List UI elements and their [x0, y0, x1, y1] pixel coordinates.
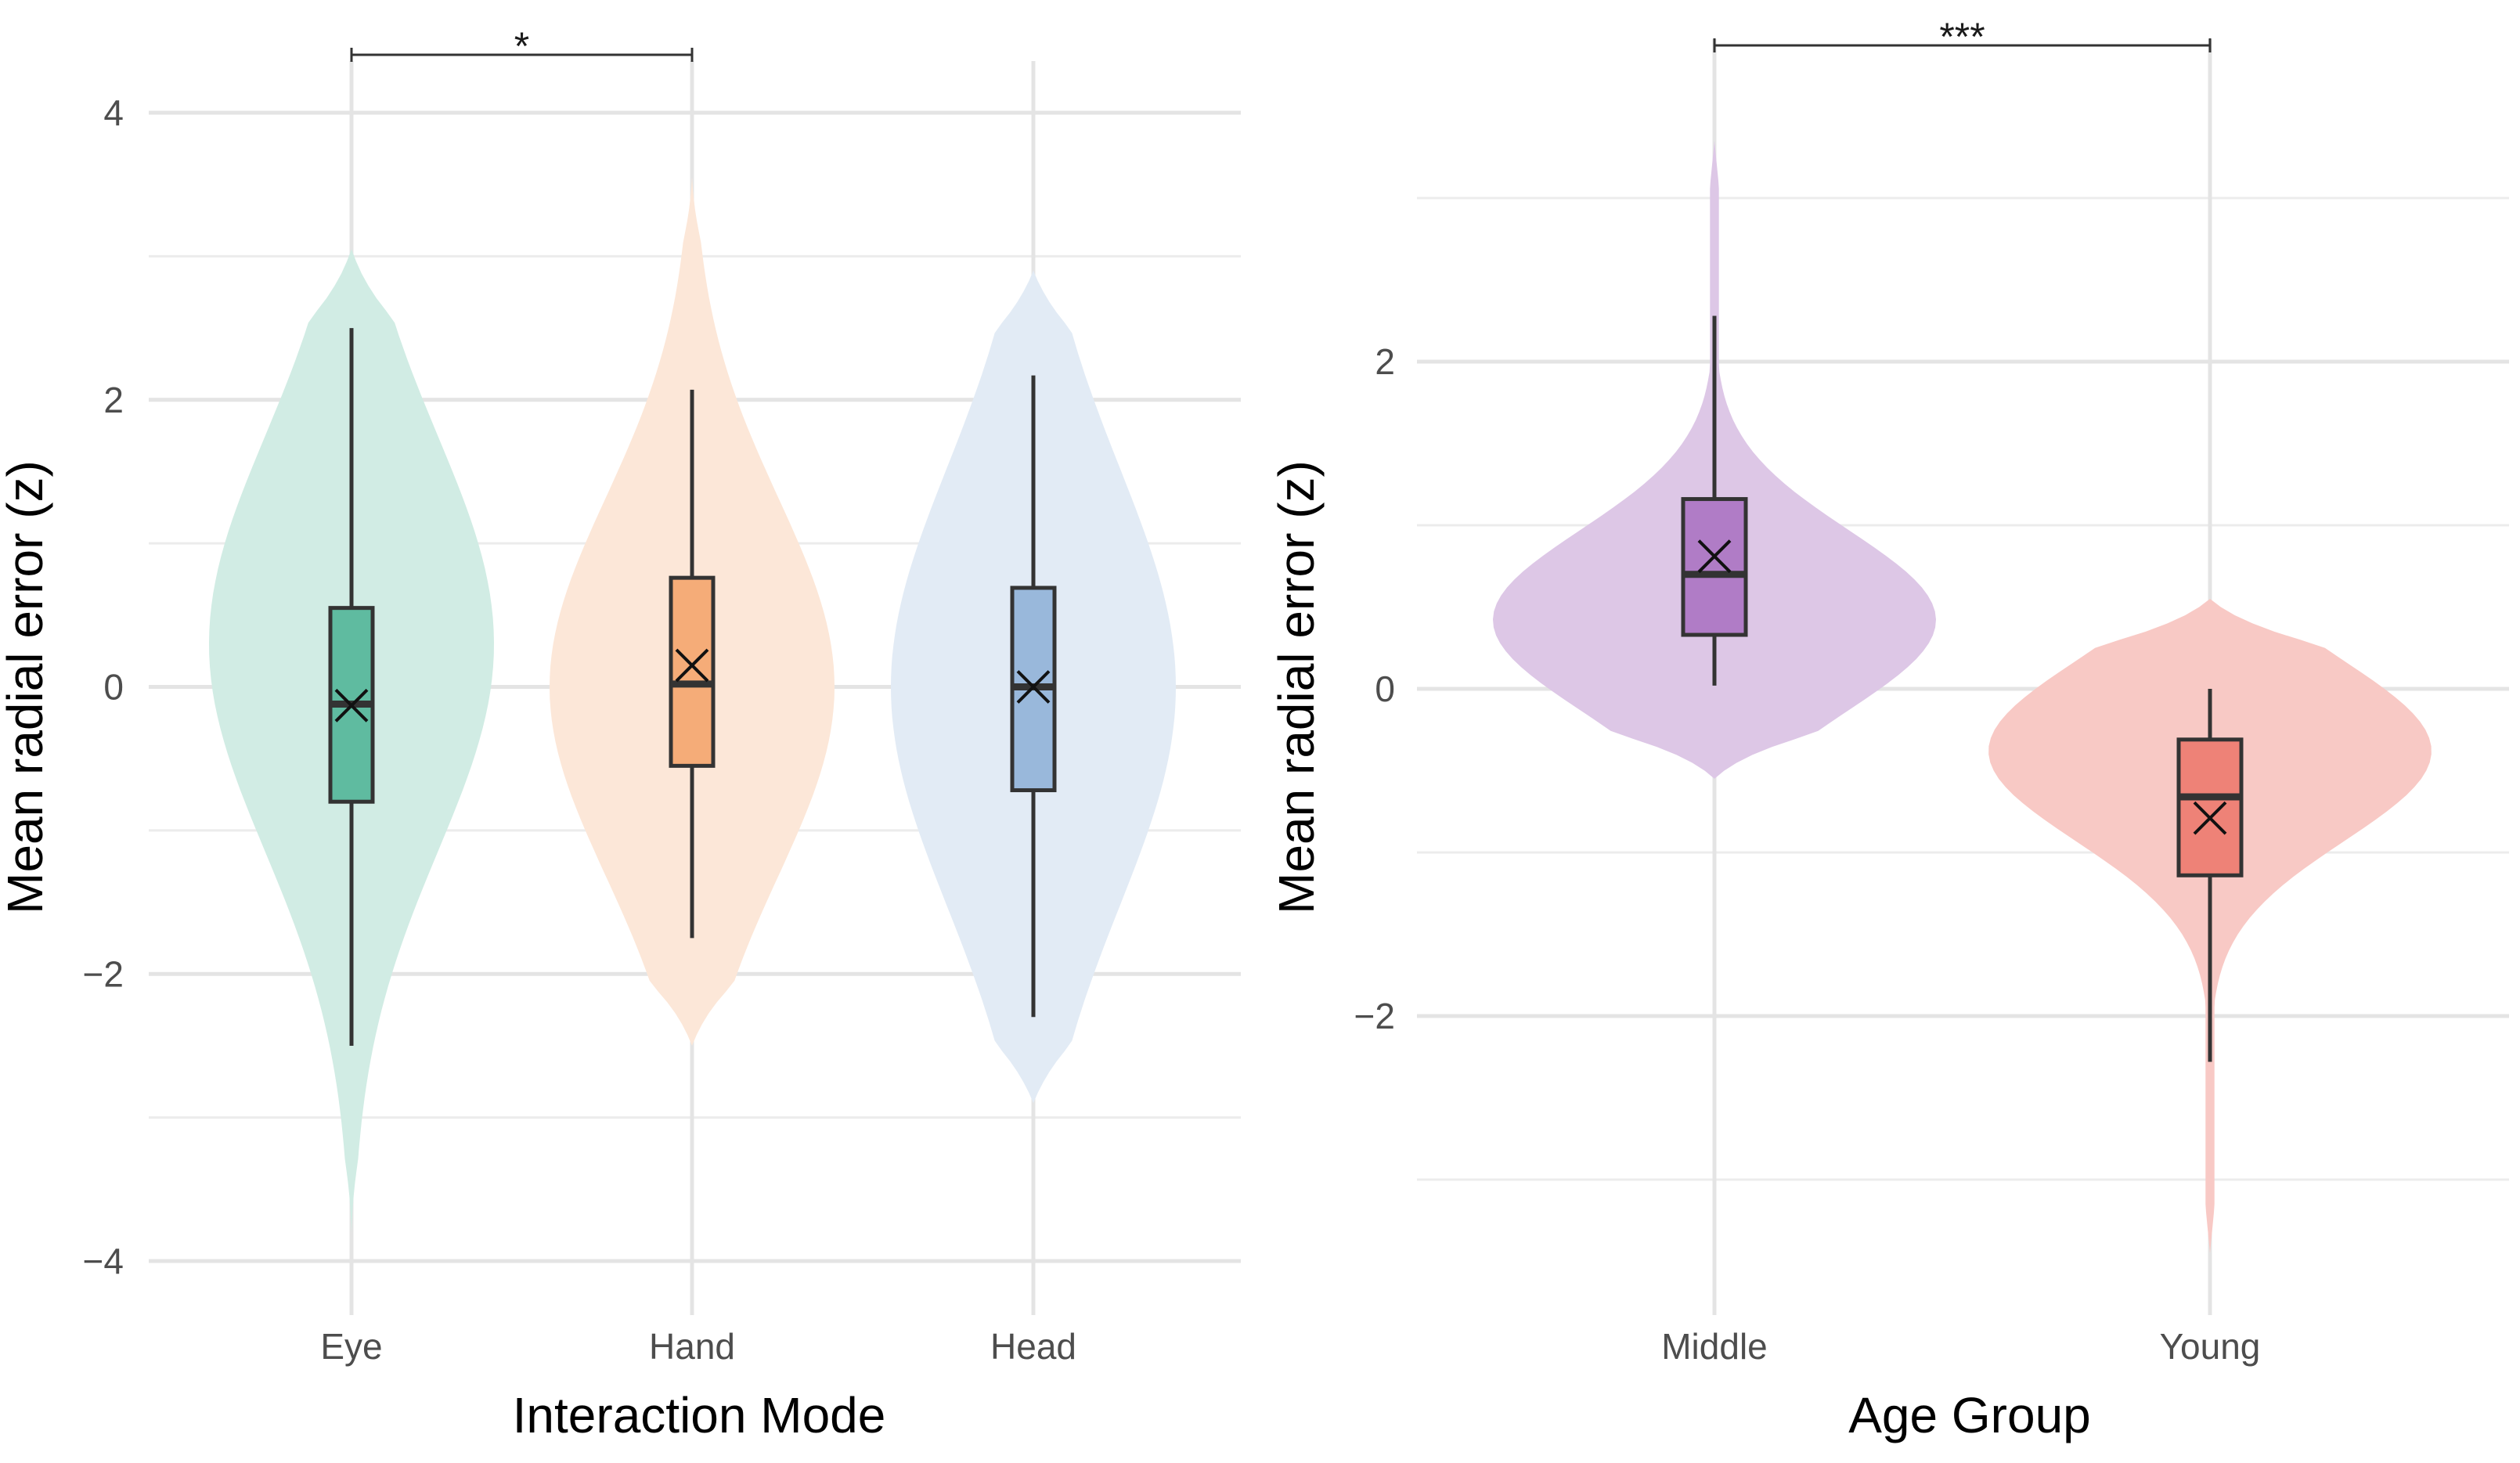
- box-middle: [1681, 497, 1748, 637]
- mean-marker: [675, 648, 709, 683]
- significance-label: *: [514, 24, 529, 68]
- mean-marker: [334, 688, 369, 722]
- significance-bracket: [1713, 38, 2212, 52]
- x-tick-label: Head: [990, 1326, 1076, 1367]
- y-tick-label: 2: [103, 380, 124, 420]
- series-middle: [1493, 140, 1936, 779]
- y-axis-title: Mean radial error (z): [0, 460, 53, 914]
- box-young: [2176, 737, 2244, 877]
- x-axis-title: Interaction Mode: [513, 1387, 886, 1443]
- y-tick-label: 0: [1375, 668, 1395, 709]
- series-head: [891, 270, 1176, 1104]
- significance-label: ***: [1939, 15, 1985, 59]
- series-young: [1988, 599, 2432, 1253]
- panel-age-group: 2 0 −2 Middle Young *** Age Group Mean radial e…: [1268, 15, 2509, 1443]
- y-tick-label: 2: [1375, 341, 1395, 382]
- x-tick-label: Eye: [320, 1326, 382, 1367]
- y-axis-title: Mean radial error (z): [1268, 460, 1325, 914]
- x-tick-label: Middle: [1661, 1326, 1768, 1367]
- panel-interaction-mode: 4 2 0 −2 −4 Eye Hand Head * Interaction Mode Mean …: [0, 24, 1241, 1443]
- mean-marker: [1016, 670, 1051, 704]
- mean-marker: [2193, 801, 2227, 835]
- y-tick-label: −4: [83, 1241, 124, 1281]
- mean-marker: [1697, 539, 1732, 574]
- y-tick-label: −2: [1354, 996, 1395, 1036]
- series-hand: [550, 177, 835, 1046]
- significance-bracket: [350, 48, 694, 62]
- y-tick-label: 4: [103, 92, 124, 133]
- x-tick-label: Young: [2160, 1326, 2261, 1367]
- x-tick-label: Hand: [649, 1326, 735, 1367]
- box-hand: [669, 575, 716, 768]
- x-axis-title: Age Group: [1848, 1387, 2091, 1443]
- y-tick-label: −2: [83, 953, 124, 994]
- series-eye: [209, 249, 494, 1233]
- y-tick-label: 0: [103, 667, 124, 708]
